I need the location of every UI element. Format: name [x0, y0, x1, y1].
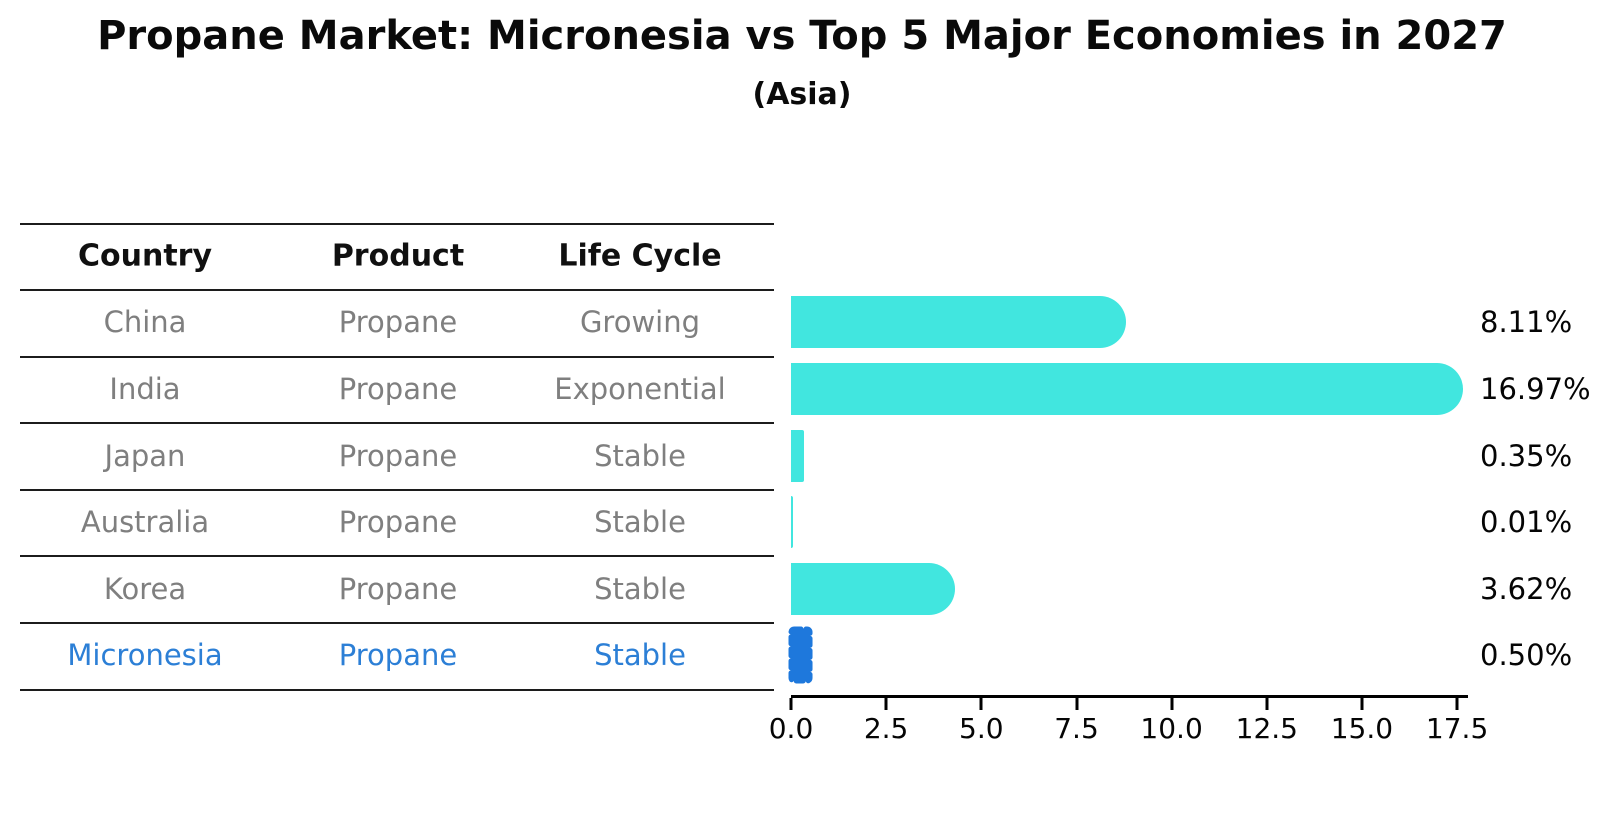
value-label: 8.11%	[1480, 305, 1573, 340]
cell-lifecycle: Stable	[594, 438, 686, 473]
x-axis-tick-label: 12.5	[1235, 712, 1298, 745]
bar-korea	[791, 562, 955, 615]
cell-lifecycle: Growing	[579, 305, 701, 340]
cell-product: Propane	[338, 505, 458, 540]
cell-country: Japan	[104, 438, 186, 473]
x-axis-tick	[1265, 698, 1269, 710]
table-rule	[20, 223, 774, 225]
x-axis-tick-label: 10.0	[1140, 712, 1203, 745]
cell-country: India	[109, 371, 181, 406]
bar-india	[791, 362, 1463, 415]
cell-product: Propane	[338, 305, 458, 340]
table-rule	[20, 422, 774, 425]
table-rule	[20, 355, 774, 358]
chart-title: Propane Market: Micronesia vs Top 5 Majo…	[97, 13, 1507, 59]
cell-product: Propane	[338, 638, 458, 673]
x-axis-tick	[1360, 698, 1364, 710]
table-rule	[20, 289, 774, 291]
cell-product: Propane	[338, 438, 458, 473]
cell-country: Australia	[80, 505, 210, 540]
x-axis	[791, 695, 1468, 698]
value-label: 0.50%	[1480, 638, 1573, 673]
x-axis-tick	[884, 698, 888, 710]
bar-china	[791, 296, 1126, 349]
table-rule	[20, 488, 774, 491]
cell-product: Propane	[338, 571, 458, 606]
cell-country: Micronesia	[67, 638, 223, 673]
table-rule	[20, 622, 774, 624]
x-axis-tick-label: 0.0	[768, 712, 814, 745]
x-axis-tick-label: 2.5	[863, 712, 909, 745]
bar-japan	[791, 429, 805, 482]
cell-lifecycle: Stable	[594, 571, 686, 606]
cell-country: China	[103, 305, 187, 340]
x-axis-tick	[1455, 698, 1459, 710]
x-axis-tick	[1170, 698, 1174, 710]
cell-lifecycle: Stable	[594, 505, 686, 540]
column-header-product: Product	[331, 238, 465, 274]
x-axis-tick	[789, 698, 793, 710]
table-rule	[20, 688, 774, 691]
x-axis-tick-label: 17.5	[1425, 712, 1489, 745]
x-axis-tick	[979, 698, 983, 710]
cell-lifecycle: Exponential	[554, 371, 726, 406]
chart-subtitle: (Asia)	[752, 77, 852, 112]
value-label: 0.35%	[1480, 438, 1573, 473]
x-axis-tick-label: 7.5	[1054, 712, 1099, 745]
x-axis-tick	[1075, 698, 1078, 710]
column-header-country: Country	[77, 238, 213, 274]
cell-product: Propane	[338, 371, 458, 406]
cell-lifecycle: Stable	[594, 638, 686, 673]
column-header-lifecycle: Life Cycle	[558, 238, 722, 274]
cell-country: Korea	[103, 571, 187, 606]
value-label: 3.62%	[1480, 571, 1573, 606]
table-rule	[20, 555, 774, 558]
bar-micronesia	[788, 626, 813, 684]
x-axis-tick-label: 5.0	[959, 712, 1004, 745]
bar-australia	[791, 496, 793, 549]
x-axis-tick-label: 15.0	[1330, 712, 1394, 745]
value-label: 16.97%	[1480, 371, 1591, 406]
value-label: 0.01%	[1480, 505, 1573, 540]
